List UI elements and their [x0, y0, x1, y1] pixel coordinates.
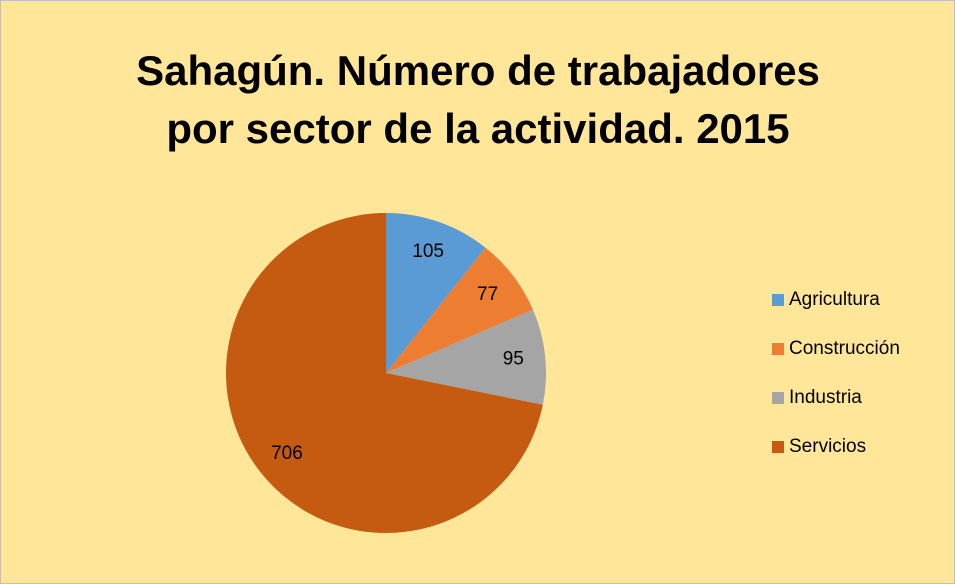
legend-swatch [772, 392, 784, 404]
legend-label: Construcción [789, 338, 900, 359]
legend-swatch [772, 343, 784, 355]
pie-slice [386, 247, 533, 373]
pie-slice [225, 213, 543, 533]
data-label: 95 [503, 349, 524, 370]
legend-label: Agricultura [789, 289, 880, 310]
pie-slice [386, 309, 546, 405]
data-label: 706 [271, 443, 303, 464]
chart-title: por sector de la actividad. 2015 [166, 105, 789, 152]
data-label: 77 [477, 284, 498, 305]
legend-label: Servicios [789, 436, 866, 457]
chart-title: Sahagún. Número de trabajadores [136, 47, 820, 94]
legend-swatch [772, 294, 784, 306]
pie-slice [386, 213, 486, 373]
legend-swatch [772, 441, 784, 453]
data-label: 105 [412, 241, 444, 262]
legend-label: Industria [789, 387, 862, 408]
